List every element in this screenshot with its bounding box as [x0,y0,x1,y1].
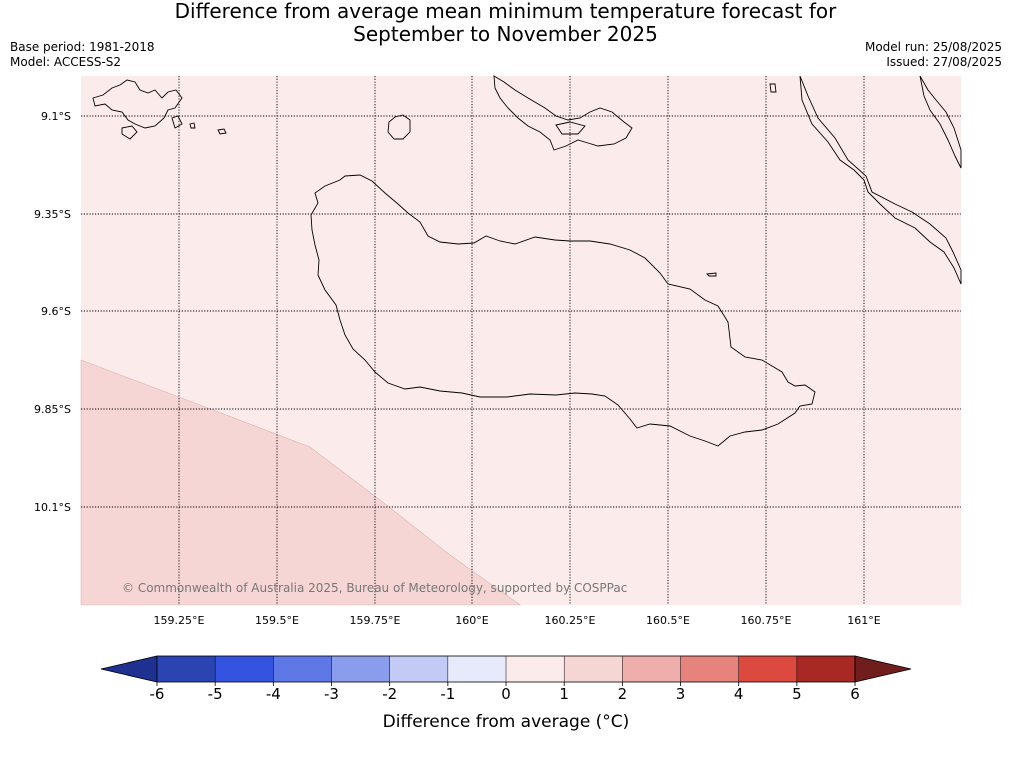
model-run: Model run: 25/08/2025 [864,40,1002,54]
coastline-small-islet [706,272,717,277]
colorbar-tick-label: -6 [150,685,165,703]
colorbar-segment [157,656,216,682]
colorbar-tick-label: 0 [501,685,511,703]
lon-label: 161°E [847,614,880,627]
colorbar-segment [738,656,798,682]
colorbar-tick-label: 1 [559,685,569,703]
copyright-notice: © Commonwealth of Australia 2025, Bureau… [122,581,627,595]
coastline-northwest-islet-4 [189,122,196,129]
latitude-labels: 9.1°S 9.35°S 9.6°S 9.85°S 10.1°S [34,110,71,514]
lat-label: 9.6°S [41,305,71,318]
coastline-north-central-islet [555,121,586,135]
lat-label: 9.1°S [41,110,71,123]
colorbar-tick-label: 3 [676,685,686,703]
issued-date: Issued: 27/08/2025 [886,55,1002,69]
colorbar-segment [506,656,565,682]
longitude-labels: 159.25°E 159.5°E 159.75°E 160°E 160.25°E 160.… [154,614,881,627]
base-period: Base period: 1981-2018 [10,40,155,54]
colorbar-tick-label: -2 [382,685,397,703]
lat-label: 9.35°S [34,208,71,221]
meta-left: Base period: 1981-2018 Model: ACCESS-S2 [10,40,155,70]
colorbar-segment [622,656,682,682]
title-line-1: Difference from average mean minimum tem… [174,0,837,23]
colorbar-tick-label: 6 [850,685,860,703]
colorbar-segment [215,656,274,682]
coastline-northeast-coast [799,75,962,285]
colorbar-extend-high [854,655,912,683]
colorbar-segment [389,656,449,682]
coastline-northeast-islands [919,75,962,169]
lon-label: 160.75°E [741,614,792,627]
coastline-main-island [310,174,816,447]
colorbar [100,655,912,683]
lon-label: 160.25°E [545,614,596,627]
lon-label: 159.75°E [350,614,401,627]
coastline-northwest-islet-2 [171,115,183,129]
colorbar-tick-label: -4 [266,685,281,703]
colorbar-tick-label: -1 [440,685,455,703]
colorbar-tick-label: -3 [324,685,339,703]
colorbar-segment [447,656,507,682]
colorbar-tick-label: 4 [734,685,744,703]
colorbar-segment [331,656,391,682]
model-name: Model: ACCESS-S2 [10,55,122,69]
colorbar-tick-label: 2 [618,685,628,703]
lon-label: 160°E [455,614,488,627]
lon-label: 159.25°E [154,614,205,627]
colorbar-tick-label: 5 [792,685,802,703]
coastline-round-island [387,114,411,140]
coastline-northeast-islet [769,83,777,93]
colorbar-segment [796,656,856,682]
coastline-northwest-islet-1 [121,125,138,140]
lat-label: 10.1°S [34,501,71,514]
colorbar-segment [564,656,623,682]
lon-label: 159.5°E [255,614,299,627]
coastline-north-central-islands [493,75,633,151]
coastline-northwest-islands [92,79,183,129]
anomaly-region-1-2 [80,359,521,606]
coastline-northwest-islet-3 [217,128,227,135]
colorbar-tick-labels: -6 -5 -4 -3 -2 -1 0 1 2 3 4 5 6 [150,682,860,703]
lon-label: 160.5°E [646,614,690,627]
title-line-2: September to November 2025 [353,22,658,46]
gridlines [81,76,961,605]
meta-right: Model run: 25/08/2025 Issued: 27/08/2025 [865,40,1002,70]
coastlines [92,75,962,447]
map-title: Difference from average mean minimum tem… [0,0,1011,46]
colorbar-title: Difference from average (°C) [383,712,630,732]
colorbar-tick-label: -5 [208,685,223,703]
lat-label: 9.85°S [34,403,71,416]
colorbar-extend-low [100,655,158,683]
colorbar-segment [680,656,740,682]
colorbar-segment [273,656,333,682]
